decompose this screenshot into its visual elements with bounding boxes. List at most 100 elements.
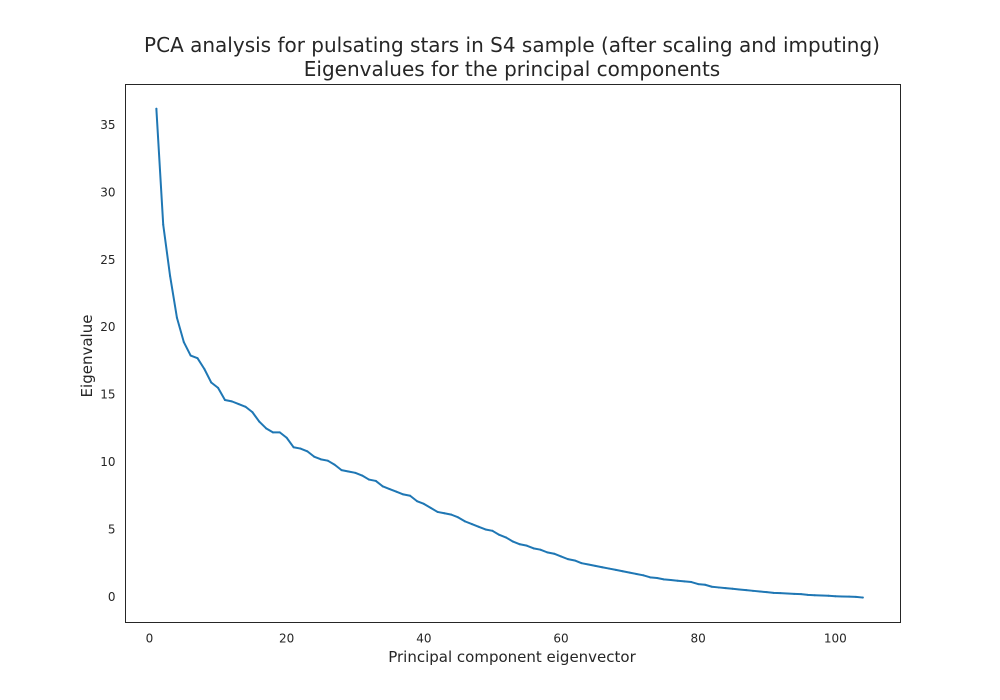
y-tick-label: 0 bbox=[108, 590, 116, 604]
data-point bbox=[800, 593, 803, 596]
data-point bbox=[820, 594, 823, 597]
data-point bbox=[306, 450, 309, 453]
data-point bbox=[841, 595, 844, 598]
data-point bbox=[326, 459, 329, 462]
y-tick-label: 30 bbox=[100, 185, 115, 199]
data-point bbox=[333, 463, 336, 466]
data-point bbox=[436, 510, 439, 513]
data-point bbox=[649, 576, 652, 579]
data-point bbox=[422, 502, 425, 505]
data-point bbox=[779, 592, 782, 595]
data-point bbox=[491, 529, 494, 532]
data-point bbox=[361, 474, 364, 477]
data-point bbox=[498, 533, 501, 536]
data-point bbox=[415, 500, 418, 503]
data-point bbox=[278, 431, 281, 434]
data-point bbox=[710, 585, 713, 588]
data-point bbox=[244, 405, 247, 408]
x-tick-label: 80 bbox=[691, 632, 706, 646]
data-point bbox=[690, 581, 693, 584]
data-point bbox=[271, 431, 274, 434]
data-point bbox=[745, 589, 748, 592]
data-point bbox=[738, 588, 741, 591]
data-point bbox=[580, 562, 583, 565]
data-point bbox=[834, 595, 837, 598]
data-point bbox=[621, 570, 624, 573]
data-point bbox=[395, 490, 398, 493]
data-point bbox=[854, 595, 857, 598]
data-point bbox=[230, 400, 233, 403]
plot-frame bbox=[125, 84, 901, 623]
x-tick-label: 60 bbox=[553, 632, 568, 646]
data-point bbox=[182, 341, 185, 344]
data-point bbox=[292, 446, 295, 449]
data-point bbox=[512, 540, 514, 543]
x-tick-label: 100 bbox=[824, 632, 847, 646]
data-point bbox=[189, 354, 192, 357]
data-point bbox=[827, 594, 830, 597]
y-tick-label: 25 bbox=[100, 253, 115, 267]
y-tick-label: 10 bbox=[100, 455, 115, 469]
data-point bbox=[484, 528, 487, 531]
data-point bbox=[251, 411, 254, 414]
data-point bbox=[765, 591, 768, 594]
data-point bbox=[724, 587, 727, 590]
data-point bbox=[587, 563, 590, 566]
data-point bbox=[525, 544, 528, 547]
data-point bbox=[388, 488, 391, 491]
data-point bbox=[662, 578, 665, 581]
data-point bbox=[642, 574, 645, 577]
data-point bbox=[162, 223, 165, 226]
chart-title: PCA analysis for pulsating stars in S4 s… bbox=[144, 33, 880, 57]
data-point bbox=[169, 274, 172, 277]
chart-subtitle: Eigenvalues for the principal components bbox=[304, 57, 720, 81]
data-point bbox=[285, 436, 288, 439]
data-point bbox=[367, 478, 370, 481]
data-point bbox=[175, 316, 178, 319]
data-point bbox=[669, 579, 672, 582]
x-tick-label: 40 bbox=[416, 632, 431, 646]
eigenvalue-points bbox=[155, 107, 864, 599]
data-point bbox=[299, 447, 302, 450]
data-point bbox=[614, 568, 617, 571]
data-point bbox=[546, 551, 549, 554]
data-point bbox=[155, 107, 158, 110]
data-point bbox=[477, 525, 480, 528]
data-point bbox=[203, 368, 206, 371]
y-tick-label: 20 bbox=[100, 320, 115, 334]
data-point bbox=[560, 555, 563, 558]
data-point bbox=[258, 420, 261, 423]
data-point bbox=[573, 559, 576, 562]
data-point bbox=[553, 552, 556, 555]
data-point bbox=[402, 493, 405, 496]
y-tick-label: 15 bbox=[100, 388, 115, 402]
data-point bbox=[196, 357, 199, 360]
data-point bbox=[608, 567, 611, 570]
data-point bbox=[217, 386, 220, 389]
data-point bbox=[566, 558, 569, 561]
data-point bbox=[813, 594, 816, 597]
data-point bbox=[628, 571, 631, 574]
data-point bbox=[786, 592, 789, 595]
data-point bbox=[594, 564, 597, 567]
data-point bbox=[848, 595, 851, 598]
data-point bbox=[505, 536, 508, 539]
data-point bbox=[539, 548, 542, 551]
x-tick-label: 20 bbox=[279, 632, 294, 646]
data-point bbox=[717, 586, 720, 589]
data-point bbox=[429, 506, 432, 509]
data-point bbox=[806, 593, 809, 596]
data-point bbox=[340, 469, 343, 472]
x-axis-label: Principal component eigenvector bbox=[388, 648, 636, 666]
y-axis-label: Eigenvalue bbox=[78, 315, 96, 398]
data-point bbox=[532, 547, 535, 550]
x-tick-label: 0 bbox=[146, 632, 154, 646]
data-point bbox=[223, 399, 226, 402]
data-point bbox=[697, 583, 700, 586]
data-point bbox=[793, 592, 796, 595]
data-point bbox=[210, 381, 213, 384]
data-point bbox=[443, 512, 446, 515]
data-point bbox=[676, 579, 679, 582]
data-point bbox=[381, 485, 384, 488]
